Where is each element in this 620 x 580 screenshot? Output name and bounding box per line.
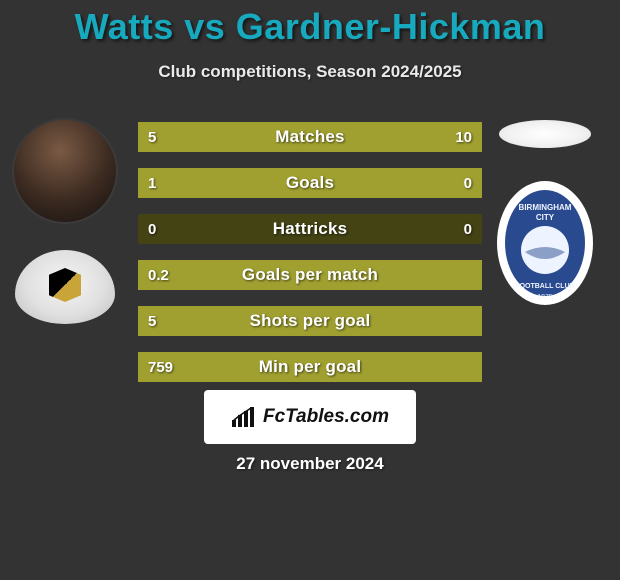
left-player-column bbox=[10, 120, 120, 324]
subtitle: Club competitions, Season 2024/2025 bbox=[0, 62, 620, 82]
stat-label: Matches bbox=[138, 122, 482, 152]
svg-text:·1875·: ·1875· bbox=[535, 294, 555, 301]
stat-label: Hattricks bbox=[138, 214, 482, 244]
stat-label: Min per goal bbox=[138, 352, 482, 382]
stat-row: 5Shots per goal bbox=[138, 306, 482, 336]
left-club-badge bbox=[15, 250, 115, 324]
right-club-badge: BIRMINGHAM CITY FOOTBALL CLUB ·1875· bbox=[495, 178, 595, 308]
svg-text:FOOTBALL CLUB: FOOTBALL CLUB bbox=[515, 283, 574, 290]
svg-text:CITY: CITY bbox=[536, 213, 555, 222]
stat-label: Shots per goal bbox=[138, 306, 482, 336]
right-player-column: BIRMINGHAM CITY FOOTBALL CLUB ·1875· bbox=[490, 120, 600, 308]
left-player-photo bbox=[14, 120, 116, 222]
svg-text:BIRMINGHAM: BIRMINGHAM bbox=[519, 203, 572, 212]
stat-label: Goals bbox=[138, 168, 482, 198]
brand-badge: FcTables.com bbox=[204, 390, 416, 444]
stat-row: 0.2Goals per match bbox=[138, 260, 482, 290]
stat-row: 00Hattricks bbox=[138, 214, 482, 244]
brand-logo-icon bbox=[231, 406, 257, 428]
stat-row: 759Min per goal bbox=[138, 352, 482, 382]
brand-text: FcTables.com bbox=[263, 406, 389, 428]
right-player-photo bbox=[499, 120, 591, 148]
comparison-date: 27 november 2024 bbox=[0, 454, 620, 474]
page-title: Watts vs Gardner-Hickman bbox=[0, 0, 620, 48]
stat-row: 10Goals bbox=[138, 168, 482, 198]
stat-row: 510Matches bbox=[138, 122, 482, 152]
stat-label: Goals per match bbox=[138, 260, 482, 290]
comparison-bars: 510Matches 10Goals 00Hattricks 0.2Goals per… bbox=[138, 122, 482, 398]
